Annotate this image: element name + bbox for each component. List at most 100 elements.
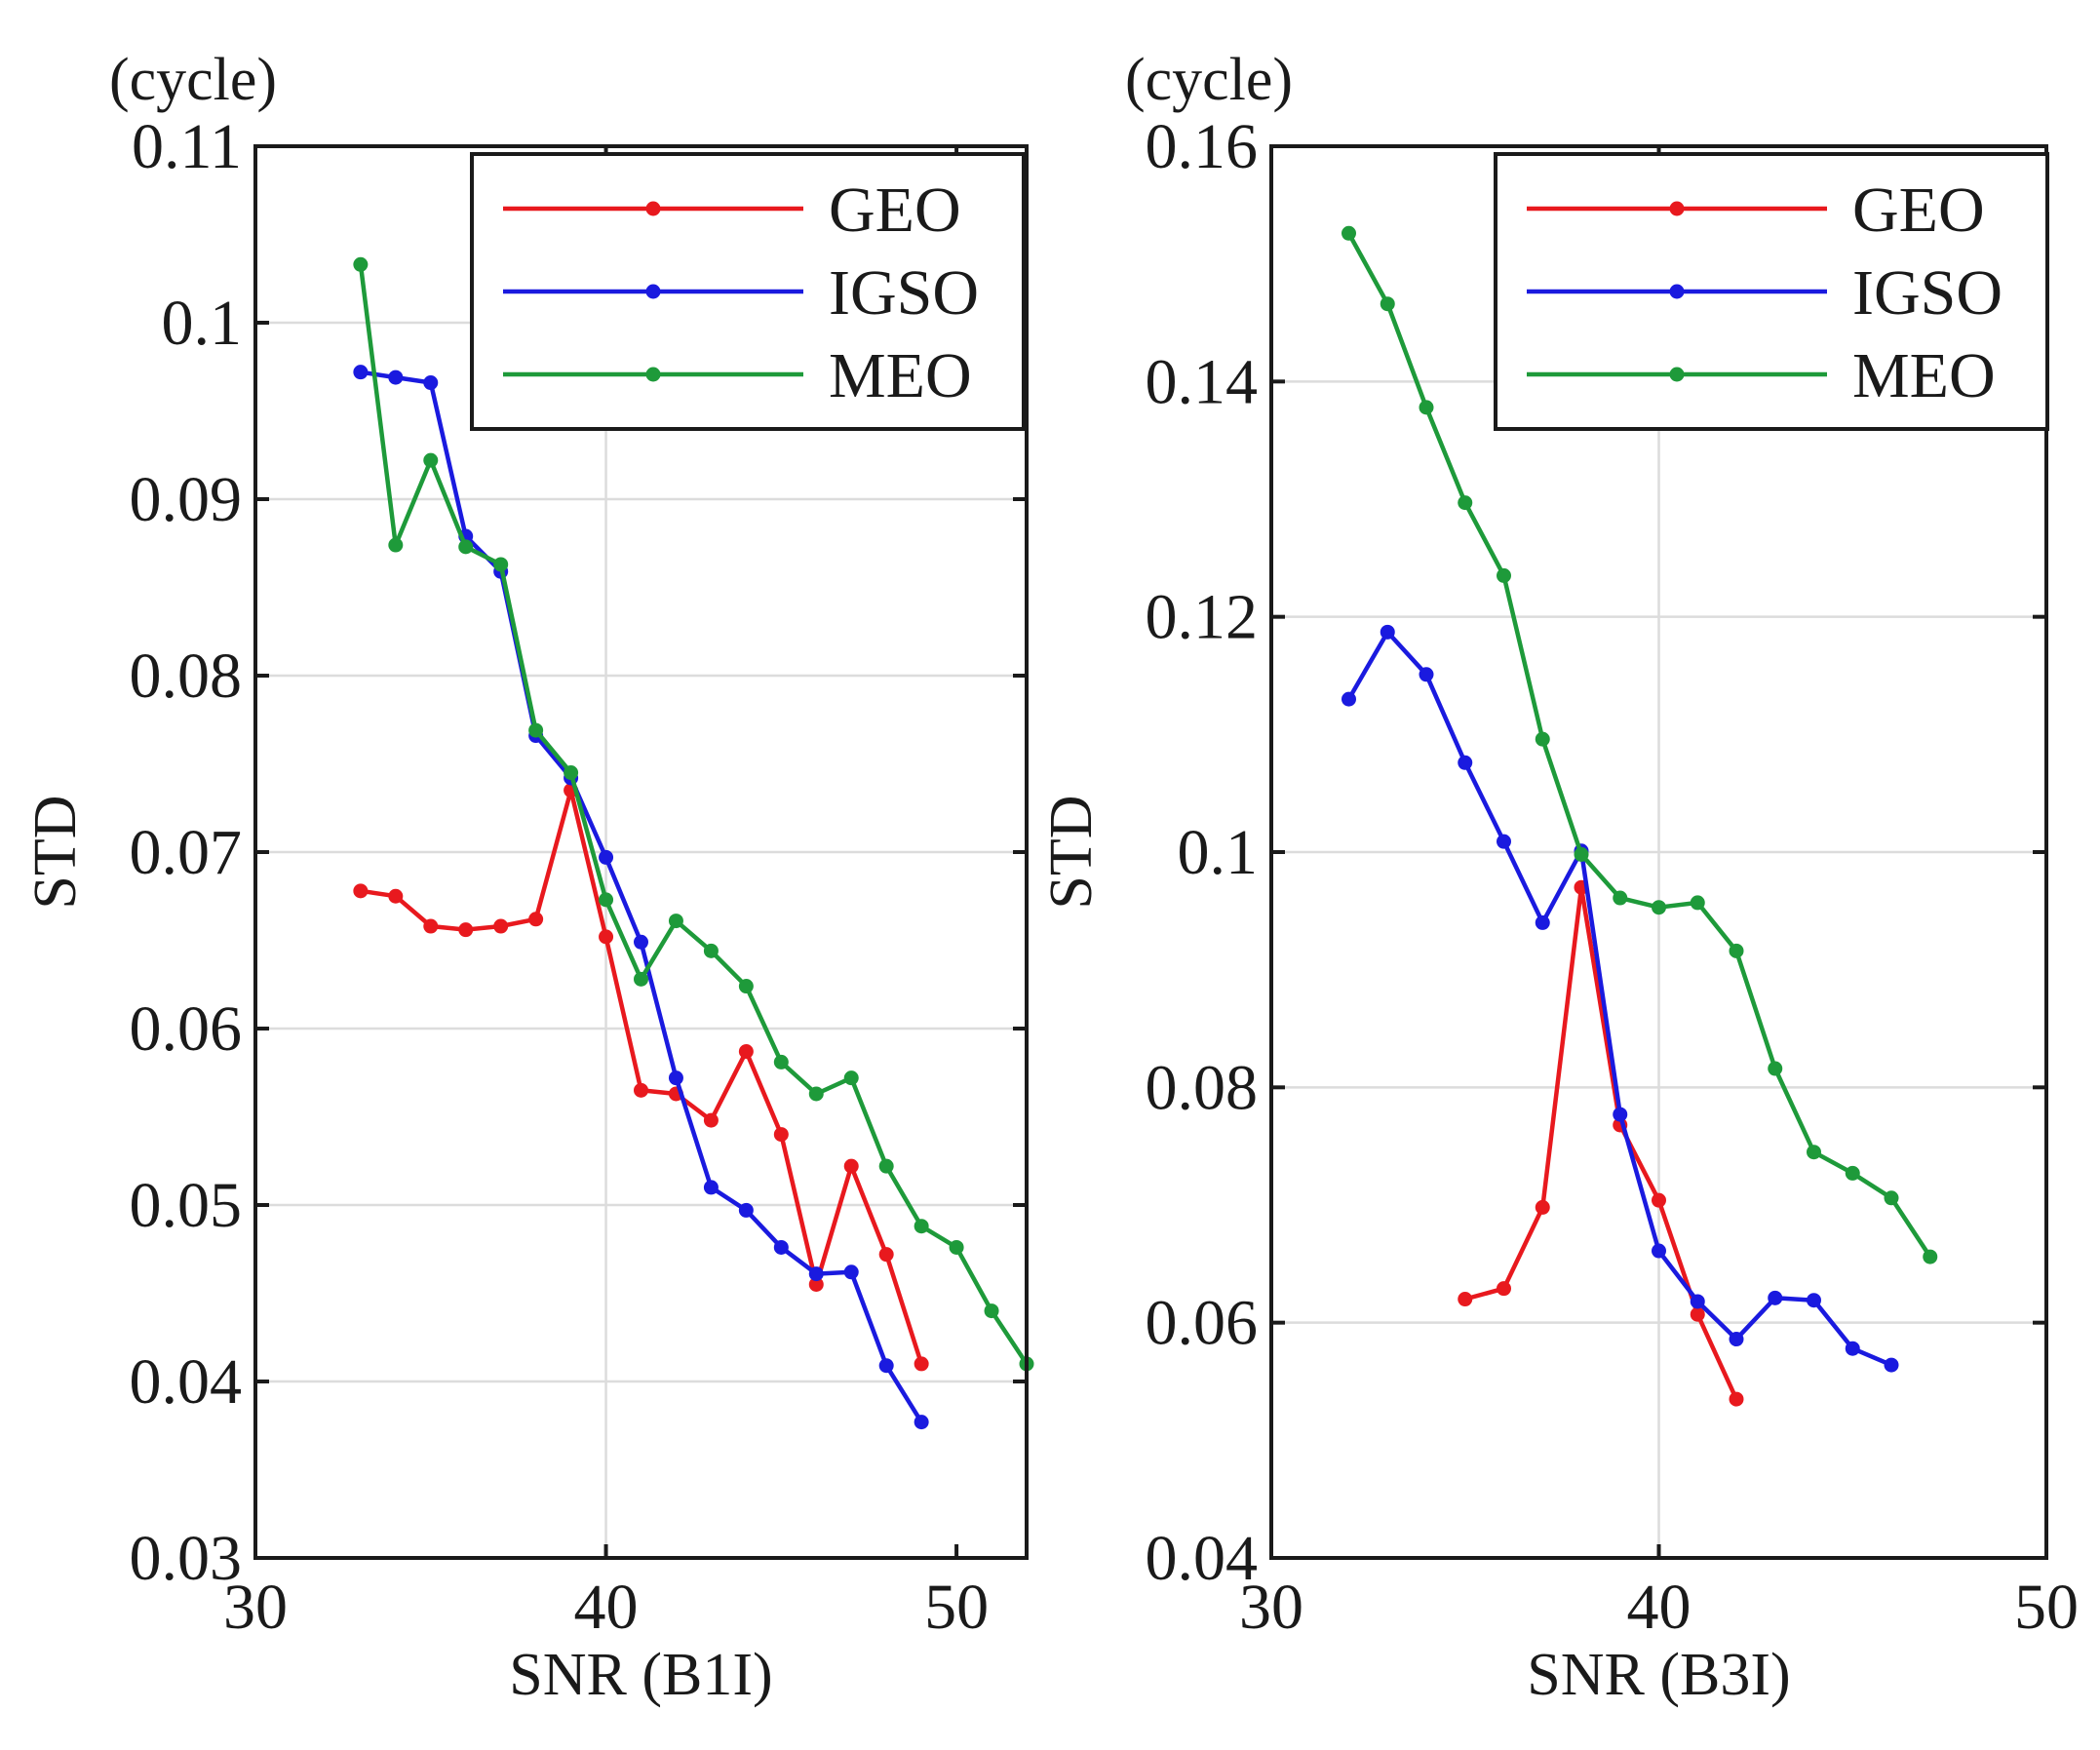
y-tick-label: 0.05 <box>130 1170 243 1241</box>
data-point-meo <box>738 979 754 994</box>
x-axis-title: SNR (B3I) <box>1527 1642 1790 1708</box>
data-point-meo <box>1342 225 1356 241</box>
y-tick-label: 0.1 <box>1178 817 1259 888</box>
legend-label-geo: GEO <box>1852 175 1985 246</box>
legend-label-igso: IGSO <box>829 257 979 329</box>
data-point-igso <box>1768 1290 1783 1305</box>
data-point-meo <box>668 914 683 929</box>
series-line-meo <box>1346 232 1932 1259</box>
data-point-meo <box>1884 1190 1899 1206</box>
data-point-igso <box>843 1264 859 1280</box>
data-point-meo <box>1613 890 1628 906</box>
y-tick-label: 0.1 <box>162 288 243 359</box>
x-tick-label: 40 <box>574 1572 639 1643</box>
legend: GEO IGSO MEO <box>1494 152 2049 431</box>
y-tick-label: 0.06 <box>130 993 243 1065</box>
data-point-meo <box>1845 1165 1860 1181</box>
data-point-meo <box>773 1054 789 1069</box>
x-tick-label: 30 <box>223 1572 288 1643</box>
data-point-meo <box>984 1303 999 1319</box>
data-point-geo <box>493 918 509 934</box>
series-group <box>353 256 1034 1430</box>
unit-label: (cycle) <box>1125 47 1293 113</box>
data-point-meo <box>1807 1145 1821 1160</box>
x-tick-label: 50 <box>924 1572 989 1643</box>
data-point-geo <box>353 883 369 899</box>
y-tick-label: 0.12 <box>1146 582 1259 653</box>
data-point-meo <box>808 1086 824 1102</box>
x-axis-title: SNR (B1I) <box>509 1642 772 1708</box>
data-point-igso <box>1729 1332 1744 1347</box>
legend-marker-meo <box>645 367 661 382</box>
data-point-geo <box>388 888 404 904</box>
data-point-igso <box>1807 1293 1821 1308</box>
data-point-meo <box>1923 1249 1938 1264</box>
data-point-meo <box>1729 943 1744 958</box>
y-tick-label: 0.14 <box>1146 346 1259 417</box>
y-tick-label: 0.04 <box>1146 1523 1259 1594</box>
data-point-meo <box>634 971 648 987</box>
data-point-geo <box>914 1356 929 1372</box>
legend-marker-meo <box>1669 367 1685 382</box>
data-point-igso <box>1613 1107 1628 1122</box>
legend-marker-geo <box>1669 201 1685 216</box>
data-point-igso <box>738 1202 754 1218</box>
data-point-meo <box>1535 731 1550 747</box>
data-point-meo <box>423 452 439 468</box>
data-point-meo <box>353 256 369 272</box>
data-point-geo <box>808 1276 824 1292</box>
data-point-meo <box>1574 846 1589 862</box>
data-point-igso <box>1497 834 1511 849</box>
data-point-geo <box>1497 1281 1511 1297</box>
legend-label-igso: IGSO <box>1852 257 2003 329</box>
data-point-geo <box>634 1082 648 1098</box>
data-point-igso <box>1690 1294 1705 1309</box>
data-point-meo <box>1419 400 1434 415</box>
data-point-meo <box>528 722 544 738</box>
data-point-igso <box>1535 914 1550 930</box>
legend-marker-igso <box>645 284 661 299</box>
data-point-igso <box>808 1266 824 1282</box>
data-point-geo <box>1690 1306 1705 1322</box>
y-tick-label: 0.11 <box>132 111 242 182</box>
data-point-geo <box>703 1112 719 1128</box>
x-tick-label: 50 <box>2014 1572 2079 1643</box>
data-point-igso <box>634 934 648 950</box>
legend-marker-geo <box>645 201 661 216</box>
data-point-meo <box>458 539 474 555</box>
data-point-meo <box>1458 495 1473 511</box>
data-point-meo <box>599 892 614 908</box>
data-point-geo <box>843 1158 859 1174</box>
y-tick-label: 0.07 <box>130 817 243 888</box>
data-point-igso <box>878 1358 894 1374</box>
data-point-igso <box>668 1070 683 1086</box>
legend-marker-igso <box>1669 284 1685 299</box>
data-point-igso <box>703 1180 719 1195</box>
y-tick-label: 0.09 <box>130 464 243 535</box>
series-group <box>1342 225 1938 1407</box>
data-point-igso <box>1380 624 1395 640</box>
data-point-geo <box>423 918 439 934</box>
legend: GEO IGSO MEO <box>470 152 1026 431</box>
y-tick-label: 0.03 <box>130 1523 243 1594</box>
data-point-geo <box>773 1127 789 1143</box>
data-point-meo <box>949 1239 964 1255</box>
data-point-meo <box>388 537 404 553</box>
data-point-igso <box>1845 1341 1860 1356</box>
data-point-meo <box>1690 895 1705 911</box>
data-point-igso <box>1884 1357 1899 1373</box>
data-point-meo <box>878 1158 894 1174</box>
data-point-geo <box>1458 1292 1473 1307</box>
chart-panel-1: 0.03 0.04 0.05 0.06 0.07 0.08 0.09 0.1 0.11 30 40 5… <box>22 47 1034 1708</box>
data-point-igso <box>1458 755 1473 770</box>
data-point-meo <box>1380 296 1395 312</box>
data-point-meo <box>1768 1061 1783 1076</box>
data-point-meo <box>1652 900 1666 915</box>
x-tick-label: 40 <box>1627 1572 1692 1643</box>
data-point-geo <box>1729 1391 1744 1407</box>
data-point-meo <box>914 1219 929 1234</box>
data-point-igso <box>423 375 439 391</box>
data-point-geo <box>599 929 614 945</box>
